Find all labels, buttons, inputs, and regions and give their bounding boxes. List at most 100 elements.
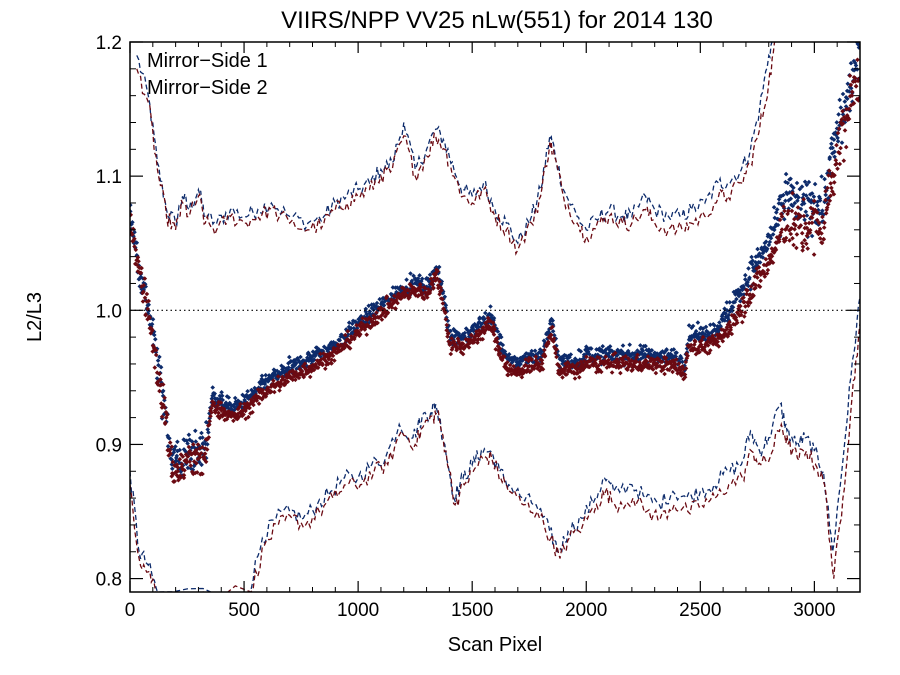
data-point <box>231 418 236 424</box>
data-point <box>217 415 222 421</box>
legend-label-series-1: Mirror−Side 1 <box>147 50 268 72</box>
data-point <box>785 224 790 229</box>
data-point <box>165 433 170 439</box>
data-point <box>218 400 224 405</box>
data-point <box>212 391 217 396</box>
data-point <box>567 355 572 360</box>
data-point <box>199 462 204 468</box>
data-point <box>382 299 388 304</box>
data-point <box>131 238 136 243</box>
data-point <box>409 284 414 289</box>
data-point <box>176 458 181 464</box>
data-point <box>606 350 612 356</box>
data-point <box>313 350 318 355</box>
data-point <box>314 345 320 351</box>
data-point <box>266 377 272 383</box>
data-point <box>790 236 795 241</box>
data-point <box>552 333 557 338</box>
data-point <box>184 450 189 456</box>
data-point <box>491 332 497 337</box>
data-point <box>742 310 748 315</box>
data-point <box>763 256 769 262</box>
data-point <box>216 410 221 416</box>
data-point <box>251 402 256 408</box>
data-point <box>449 333 455 338</box>
data-point <box>660 349 665 354</box>
data-point <box>553 350 558 356</box>
data-point <box>851 101 857 106</box>
data-point <box>133 247 139 253</box>
data-point <box>785 180 790 186</box>
data-point <box>849 93 855 98</box>
data-point <box>562 367 568 372</box>
data-point <box>296 358 302 364</box>
data-point <box>394 297 399 303</box>
data-point <box>436 285 441 291</box>
data-point <box>738 303 743 309</box>
data-point <box>480 336 485 342</box>
envelope-lines <box>130 42 860 592</box>
data-point <box>854 96 860 102</box>
data-point <box>649 348 655 353</box>
data-point <box>500 342 506 348</box>
data-point <box>192 470 198 476</box>
data-point <box>741 292 747 297</box>
data-point <box>607 364 612 369</box>
data-point <box>297 366 303 372</box>
data-point <box>454 347 459 353</box>
data-point <box>130 226 136 232</box>
data-point <box>783 226 789 232</box>
data-point <box>728 325 733 330</box>
data-point <box>804 213 810 218</box>
data-point <box>434 267 439 273</box>
data-point <box>786 208 791 214</box>
data-point <box>427 288 433 293</box>
data-point <box>203 441 208 447</box>
data-point <box>822 176 827 182</box>
data-point <box>800 198 806 204</box>
data-point <box>692 339 698 345</box>
data-point <box>686 323 692 328</box>
data-point <box>466 345 472 350</box>
data-point <box>151 329 157 334</box>
x-tick-label: 3000 <box>793 600 835 621</box>
data-point <box>737 308 743 313</box>
data-point <box>693 328 699 334</box>
data-point <box>803 209 809 214</box>
data-point <box>259 373 265 379</box>
data-point <box>819 174 824 179</box>
data-point <box>290 365 295 370</box>
data-point <box>219 390 224 395</box>
data-point <box>152 332 157 338</box>
data-point <box>793 194 798 199</box>
data-point <box>468 332 474 338</box>
data-point <box>456 331 462 336</box>
data-point <box>264 391 269 397</box>
data-point <box>197 446 202 451</box>
data-point <box>411 285 417 291</box>
data-point <box>174 455 179 461</box>
data-point <box>203 459 209 465</box>
data-point <box>819 240 825 246</box>
data-point <box>555 348 560 354</box>
data-point <box>483 310 488 316</box>
data-point <box>195 456 201 462</box>
data-point <box>832 154 837 160</box>
data-point <box>828 193 833 199</box>
data-point <box>670 369 675 375</box>
data-point <box>314 351 319 357</box>
data-point <box>780 201 786 207</box>
data-point <box>565 360 570 365</box>
data-point <box>348 325 354 331</box>
data-point <box>776 197 782 202</box>
data-point <box>662 371 667 377</box>
data-point <box>187 437 192 442</box>
data-point <box>364 319 369 325</box>
data-point <box>241 412 246 417</box>
data-point <box>449 347 455 352</box>
data-point <box>779 227 785 232</box>
data-point <box>230 412 236 418</box>
data-point <box>774 207 780 212</box>
data-point <box>343 332 348 338</box>
data-point <box>330 353 336 359</box>
